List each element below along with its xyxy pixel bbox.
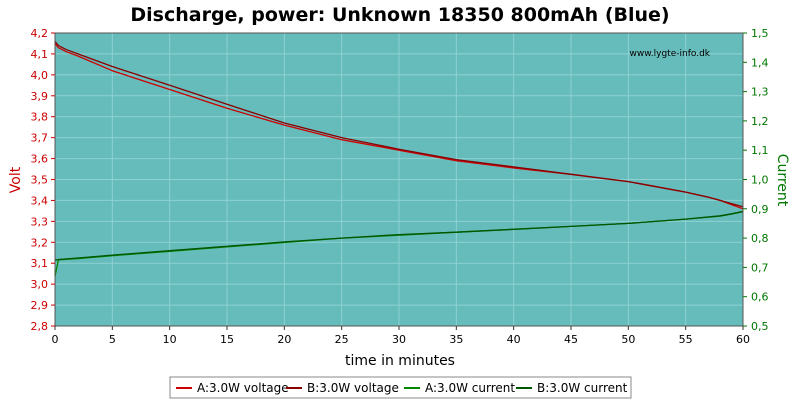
right-tick-label: 1,0 bbox=[751, 174, 769, 187]
left-tick-label: 3,2 bbox=[31, 236, 49, 249]
left-tick-label: 4,1 bbox=[31, 48, 49, 61]
x-tick-label: 45 bbox=[564, 333, 578, 346]
x-tick-label: 30 bbox=[392, 333, 406, 346]
legend-label: A:3.0W current bbox=[425, 381, 515, 395]
grid-lines bbox=[55, 33, 743, 326]
x-tick-label: 55 bbox=[679, 333, 693, 346]
legend-label: B:3.0W current bbox=[537, 381, 628, 395]
x-tick-label: 0 bbox=[52, 333, 59, 346]
x-tick-label: 15 bbox=[220, 333, 234, 346]
right-tick-label: 0,8 bbox=[751, 232, 769, 245]
left-tick-label: 3,5 bbox=[31, 174, 49, 187]
x-tick-label: 35 bbox=[449, 333, 463, 346]
x-tick-label: 50 bbox=[621, 333, 635, 346]
left-tick-label: 3,6 bbox=[31, 153, 49, 166]
watermark-text: www.lygte-info.dk bbox=[630, 49, 711, 59]
legend-label: A:3.0W voltage bbox=[197, 381, 289, 395]
x-axis-title: time in minutes bbox=[345, 353, 455, 369]
right-tick-label: 1,2 bbox=[751, 115, 769, 128]
right-tick-label: 0,9 bbox=[751, 203, 769, 216]
series-line-2 bbox=[54, 40, 744, 208]
x-tick-label: 40 bbox=[507, 333, 521, 346]
left-tick-label: 3,7 bbox=[31, 132, 49, 145]
left-tick-label: 4,0 bbox=[31, 69, 49, 82]
x-axis-ticks: 0 5 10 15 20 25 30 35 40 45 50 55 60 bbox=[52, 326, 750, 346]
legend-box bbox=[169, 376, 632, 399]
right-tick-label: 0,6 bbox=[751, 291, 769, 304]
left-axis-title: Volt bbox=[8, 166, 24, 193]
left-tick-label: 3,9 bbox=[31, 90, 49, 103]
x-tick-label: 10 bbox=[163, 333, 177, 346]
right-axis-title: Current bbox=[774, 154, 790, 207]
series-line-4 bbox=[54, 210, 744, 261]
right-tick-label: 1,3 bbox=[751, 86, 769, 99]
left-tick-label: 4,2 bbox=[31, 27, 49, 40]
legend-label: B:3.0W voltage bbox=[307, 381, 399, 395]
x-tick-label: 5 bbox=[109, 333, 116, 346]
x-tick-label: 25 bbox=[335, 333, 349, 346]
left-tick-label: 2,8 bbox=[31, 320, 49, 333]
right-tick-label: 1,1 bbox=[751, 144, 769, 157]
left-tick-label: 3,0 bbox=[31, 278, 49, 291]
x-tick-label: 20 bbox=[277, 333, 291, 346]
left-tick-label: 2,9 bbox=[31, 299, 49, 312]
left-tick-label: 3,1 bbox=[31, 257, 49, 270]
left-tick-label: 3,3 bbox=[31, 215, 49, 228]
legend: A:3.0W voltage B:3.0W voltage A:3.0W curre… bbox=[176, 381, 628, 395]
left-tick-label: 3,8 bbox=[31, 111, 49, 124]
chart-title: Discharge, power: Unknown 18350 800mAh (… bbox=[130, 4, 669, 26]
series-lines bbox=[54, 40, 744, 277]
left-axis-ticks: 2,8 2,9 3,0 3,1 3,2 3,3 3,4 3,5 3,6 3,7 3,8 3,9 4,0 4… bbox=[31, 27, 55, 333]
left-tick-label: 3,4 bbox=[31, 194, 49, 207]
right-tick-label: 0,5 bbox=[751, 320, 769, 333]
right-tick-label: 1,4 bbox=[751, 56, 769, 69]
x-tick-label: 60 bbox=[736, 333, 750, 346]
right-tick-label: 1,5 bbox=[751, 27, 769, 40]
right-tick-label: 0,7 bbox=[751, 261, 769, 274]
right-axis-ticks: 0,5 0,6 0,7 0,8 0,9 1,0 1,1 1,2 1,3 1,4 1,5 bbox=[743, 27, 769, 333]
